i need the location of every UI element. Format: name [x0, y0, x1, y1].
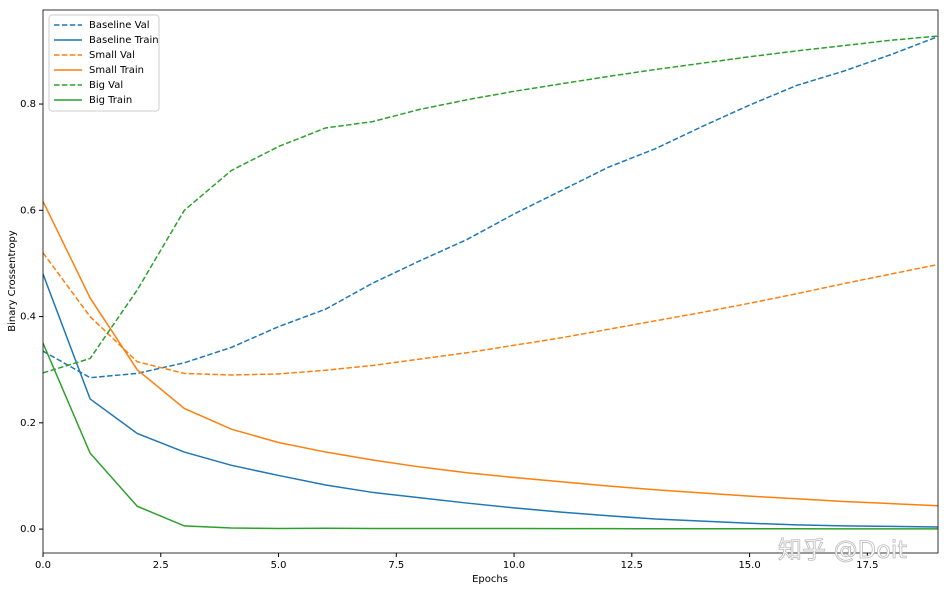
legend-label: Small Train — [89, 65, 144, 76]
y-axis-label: Binary Crossentropy — [7, 230, 18, 331]
legend-label: Baseline Train — [89, 35, 159, 46]
x-tick-label: 10.0 — [503, 560, 525, 571]
x-tick-label: 15.0 — [738, 560, 760, 571]
y-tick-label: 0.4 — [20, 312, 36, 323]
y-tick-label: 0.6 — [20, 205, 36, 216]
legend-box — [48, 14, 160, 112]
legend-label: Baseline Val — [89, 20, 150, 31]
series-line — [43, 252, 938, 376]
plot-area — [43, 35, 938, 530]
legend-label: Big Train — [89, 95, 132, 106]
series-line — [43, 200, 938, 507]
watermark: 知乎 @Doit — [778, 536, 907, 564]
x-tick-label: 0.0 — [35, 560, 51, 571]
plot-frame — [42, 9, 939, 554]
series-line — [43, 35, 938, 379]
x-tick-label: 12.5 — [621, 560, 643, 571]
x-tick-label: 5.0 — [271, 560, 287, 571]
y-tick-label: 0.8 — [20, 99, 36, 110]
x-tick-label: 2.5 — [153, 560, 169, 571]
legend-label: Small Val — [89, 50, 135, 61]
y-tick-label: 0.0 — [20, 524, 36, 535]
legend-label: Big Val — [89, 80, 123, 91]
y-tick-label: 0.2 — [20, 418, 36, 429]
x-tick-label: 7.5 — [388, 560, 404, 571]
series-line — [43, 35, 938, 374]
series-line — [43, 273, 938, 528]
x-tick-label: 17.5 — [856, 560, 878, 571]
x-axis-label: Epochs — [472, 574, 508, 585]
series-line — [43, 342, 938, 530]
